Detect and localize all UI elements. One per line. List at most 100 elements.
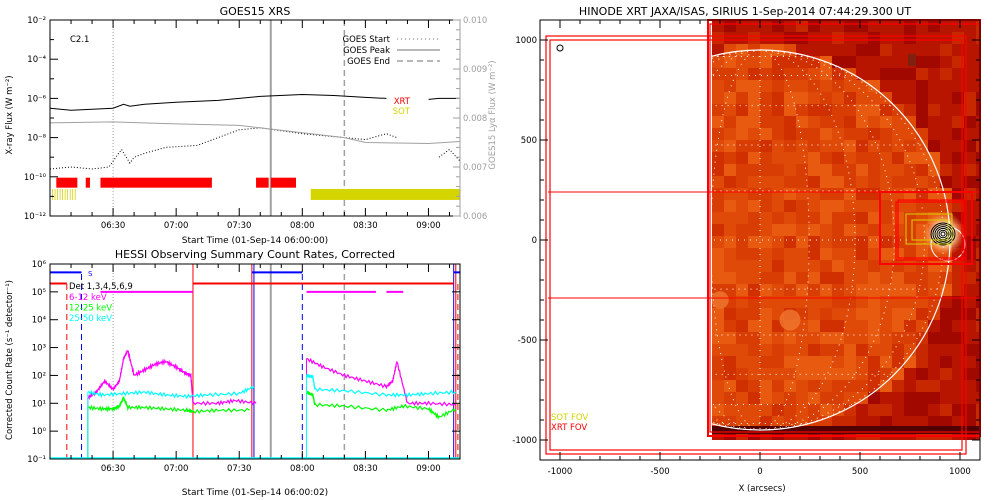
xrt-pixel [976, 128, 980, 141]
xrt-pixel [784, 284, 797, 297]
xrt-pixel [940, 260, 953, 273]
xrt-pixel [964, 140, 977, 153]
xrt-pixel [856, 296, 869, 309]
xrt-pixel [868, 152, 881, 165]
xrt-pixel [748, 236, 761, 249]
xrt-pixel [772, 200, 785, 213]
xrt-pixel [712, 416, 725, 429]
xrt-pixel [892, 92, 905, 105]
goes-ylabel: X-ray Flux (W m⁻²) [5, 75, 15, 154]
xrt-pixel [748, 344, 761, 357]
xrt-pixel [916, 20, 929, 33]
xrt-pixel [964, 56, 977, 69]
xrt-pixel [868, 236, 881, 249]
xrt-pixel [736, 140, 749, 153]
xrt-pixel [712, 152, 725, 165]
xrt-pixel [844, 296, 857, 309]
xrt-pixel [844, 92, 857, 105]
xrt-pixel [952, 140, 965, 153]
xrt-fov-box [897, 199, 967, 259]
xrt-pixel [868, 56, 881, 69]
xrt-pixel [868, 404, 881, 417]
xrt-pixel [940, 32, 953, 45]
xrt-pixel [736, 164, 749, 177]
xrt-pixel [796, 368, 809, 381]
xrt-pixel [748, 356, 761, 369]
xrt-pixel [784, 272, 797, 285]
xrt-pixel [928, 32, 941, 45]
xrt-pixel [796, 32, 809, 45]
xrt-pixel [928, 296, 941, 309]
xrt-pixel [808, 164, 821, 177]
xrt-pixel [856, 104, 869, 117]
longitude-gridline [759, 49, 810, 431]
xrt-pixel [916, 368, 929, 381]
xrt-pixel [712, 344, 725, 357]
xrt-pixel [832, 200, 845, 213]
xrt-pixel [856, 392, 869, 405]
xrt-pixel [832, 116, 845, 129]
xrt-pixel [748, 128, 761, 141]
xrt-pixel [952, 68, 965, 81]
xrt-pixel [808, 116, 821, 129]
goes-ytick-right-label: 0.008 [463, 114, 487, 124]
xrt-pixel [784, 104, 797, 117]
xrt-pixel [736, 188, 749, 201]
xrt-pixel [736, 68, 749, 81]
xrt-pixel [712, 332, 725, 345]
hessi-title: HESSI Observing Summary Count Rates, Cor… [115, 248, 395, 261]
xrt-pixel [820, 260, 833, 273]
xrt-pixel [856, 68, 869, 81]
xrt-pixel [820, 332, 833, 345]
xrt-pixel [868, 224, 881, 237]
xrt-flare-glow [922, 212, 966, 256]
xrt-pixel [784, 392, 797, 405]
xrt-pixel [772, 212, 785, 225]
xrt-pixel [820, 20, 833, 33]
xrt-pixel [772, 176, 785, 189]
xrt-pixel [712, 80, 725, 93]
xrt-pixel [952, 320, 965, 333]
xrt-pixel [832, 296, 845, 309]
xrt-pixel [964, 236, 977, 249]
xrt-pixel [832, 20, 845, 33]
xrt-pixel [916, 188, 929, 201]
xrt-pixel [748, 248, 761, 261]
xrt-pixel [892, 344, 905, 357]
xrt-pixel [856, 188, 869, 201]
xrt-pixel [832, 260, 845, 273]
xrt-pixel [844, 404, 857, 417]
xrt-map-panel: HINODE XRT JAXA/ISAS, SIRIUS 1-Sep-2014 … [512, 5, 981, 494]
xrt-pixel [784, 356, 797, 369]
xrt-pixel [808, 44, 821, 57]
xrt-pixel [976, 356, 980, 369]
xrt-pixel [952, 32, 965, 45]
xrt-pixel [808, 392, 821, 405]
xrt-pixel [904, 308, 917, 321]
hessi-xtick-label: 09:00 [416, 464, 441, 474]
xrt-pixel [928, 176, 941, 189]
xrt-pixel [736, 212, 749, 225]
xrt-pixel [844, 248, 857, 261]
xrt-pixel [736, 344, 749, 357]
xrt-pixel [976, 188, 980, 201]
xrt-pixel [772, 140, 785, 153]
xrt-pixel [748, 416, 761, 429]
xrt-xtick-label: 500 [852, 467, 868, 477]
xrt-pixel [868, 32, 881, 45]
xrt-pixel [820, 248, 833, 261]
xrt-pixel [808, 224, 821, 237]
xrt-pixel [952, 116, 965, 129]
xrt-pixel [784, 56, 797, 69]
xrt-pixel [820, 200, 833, 213]
xrt-pixel [808, 68, 821, 81]
xrt-pixel [760, 188, 773, 201]
xrt-pixel [856, 344, 869, 357]
xrt-pixel [784, 140, 797, 153]
xrt-pixel [712, 92, 725, 105]
xrt-pixel [976, 20, 980, 33]
xrt-pixel [712, 356, 725, 369]
xrt-pixel [916, 32, 929, 45]
xrt-pixel [952, 260, 965, 273]
xrt-pixel [964, 128, 977, 141]
